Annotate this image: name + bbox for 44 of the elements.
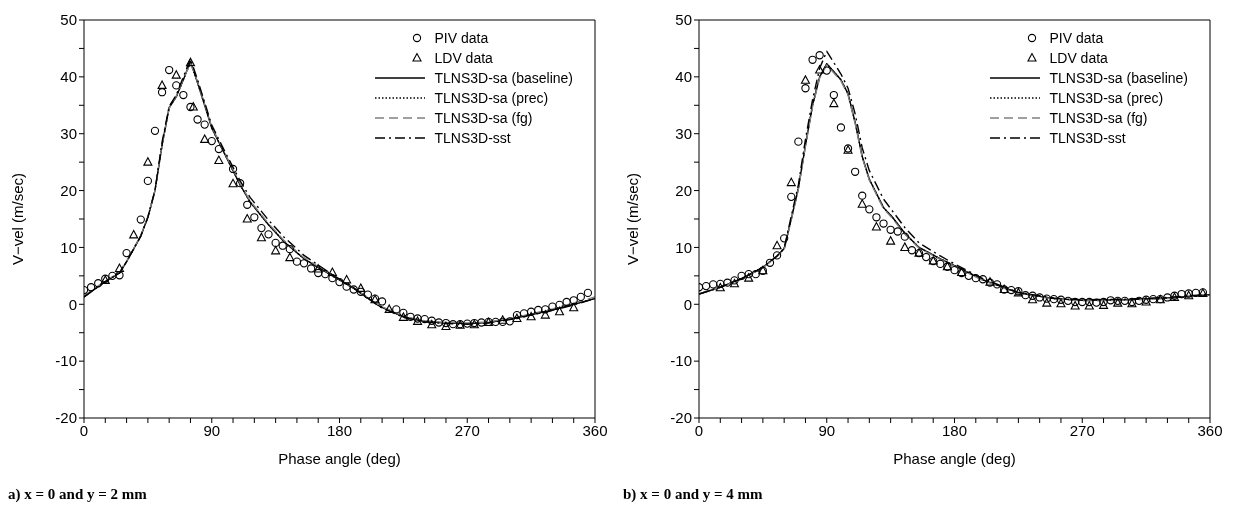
legend-label: TLNS3D-sst xyxy=(1049,130,1126,146)
x-tick-label: 270 xyxy=(454,421,480,439)
legend-label: TLNS3D-sa (prec) xyxy=(1049,90,1164,106)
y-tick-label: 40 xyxy=(60,68,77,86)
y-tick-label: 30 xyxy=(675,125,692,143)
y-tick-label: 50 xyxy=(60,11,77,29)
y-tick-label: -20 xyxy=(55,409,77,427)
y-tick-label: 10 xyxy=(60,238,77,256)
x-tick-label: 360 xyxy=(582,421,608,439)
x-tick-label: 180 xyxy=(326,421,353,439)
text: b) x = 0 and y = 4 mm xyxy=(623,486,764,503)
x-axis-title: Phase angle (deg) xyxy=(278,450,401,467)
legend-label: TLNS3D-sa (baseline) xyxy=(434,70,573,86)
y-tick-label: 30 xyxy=(60,125,77,143)
y-tick-label: 20 xyxy=(60,181,77,199)
y-axis-title: V−vel (m/sec) xyxy=(9,172,27,266)
y-tick-label: 10 xyxy=(675,238,692,256)
legend-label: LDV data xyxy=(1049,50,1108,66)
y-tick-label: 0 xyxy=(68,295,77,313)
y-tick-label: -10 xyxy=(670,352,692,370)
x-tick-label: 270 xyxy=(1069,421,1095,439)
y-tick-label: 40 xyxy=(675,68,692,86)
y-tick-label: 0 xyxy=(683,295,692,313)
legend-label: TLNS3D-sa (baseline) xyxy=(1049,70,1188,86)
x-tick-label: 0 xyxy=(79,421,89,439)
legend-label: TLNS3D-sst xyxy=(434,130,511,146)
y-tick-label: -10 xyxy=(55,352,77,370)
legend-label: TLNS3D-sa (prec) xyxy=(434,90,549,106)
y-tick-label: 20 xyxy=(675,181,692,199)
y-tick-label: 50 xyxy=(675,11,692,29)
legend-label: LDV data xyxy=(434,50,493,66)
y-tick-label: -20 xyxy=(670,409,692,427)
x-tick-label: 90 xyxy=(203,421,221,439)
x-tick-label: 360 xyxy=(1197,421,1223,439)
x-tick-label: 180 xyxy=(941,421,968,439)
x-tick-label: 90 xyxy=(818,421,836,439)
legend-label: TLNS3D-sa (fg) xyxy=(1049,110,1148,126)
legend-label: TLNS3D-sa (fg) xyxy=(434,110,533,126)
text: a) x = 0 and y = 2 mm xyxy=(8,486,148,503)
legend-label: PIV data xyxy=(1049,30,1104,46)
x-tick-label: 0 xyxy=(694,421,704,439)
y-axis-title: V−vel (m/sec) xyxy=(624,172,642,266)
legend-label: PIV data xyxy=(434,30,489,46)
x-axis-title: Phase angle (deg) xyxy=(893,450,1016,467)
